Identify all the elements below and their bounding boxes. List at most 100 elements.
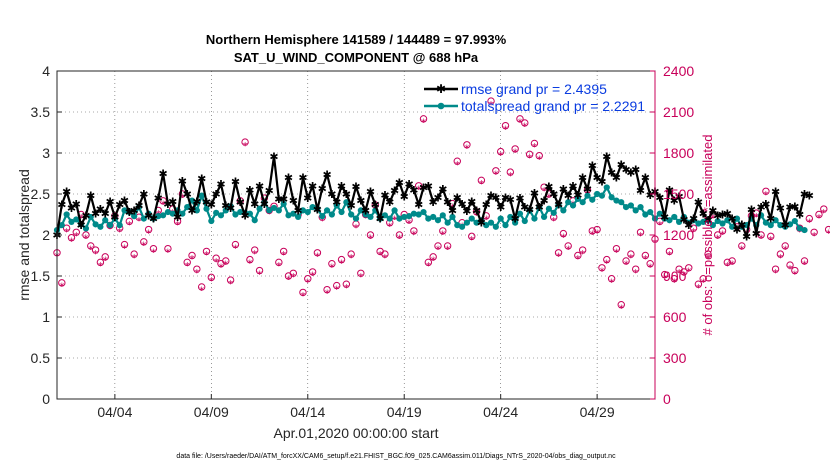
obs-possible-point bbox=[598, 264, 606, 272]
rmse-point: ✱ bbox=[404, 178, 413, 191]
obs-possible-point bbox=[337, 255, 346, 264]
obs-assimilated-point: * bbox=[513, 148, 518, 159]
rmse-point: ✱ bbox=[260, 198, 269, 211]
y-tick-label-left: 3 bbox=[42, 145, 50, 161]
rmse-point: ✱ bbox=[486, 190, 495, 203]
spread-point bbox=[516, 210, 524, 217]
rmse-point: ✱ bbox=[221, 199, 230, 212]
obs-possible-point bbox=[149, 244, 158, 253]
obs-assimilated-point: * bbox=[455, 160, 460, 171]
legend-rmse-marker: ✱ bbox=[436, 82, 446, 96]
obs-possible-point bbox=[140, 238, 148, 246]
rmse-point: ✱ bbox=[477, 217, 486, 230]
obs-possible-point bbox=[101, 253, 109, 261]
rmse-point: ✱ bbox=[462, 205, 471, 218]
rmse-point: ✱ bbox=[568, 180, 577, 193]
rmse-point: ✱ bbox=[708, 204, 717, 217]
obs-possible-point bbox=[728, 257, 736, 265]
obs-assimilated-point: * bbox=[561, 232, 566, 243]
spread-point bbox=[656, 210, 663, 217]
obs-assimilated-point: * bbox=[344, 283, 349, 294]
rmse-point: ✱ bbox=[183, 188, 192, 201]
grid bbox=[57, 71, 655, 399]
obs-assimilated-point: * bbox=[797, 227, 802, 238]
obs-possible-point bbox=[501, 121, 510, 130]
spread-point bbox=[671, 213, 678, 221]
spread-point bbox=[545, 205, 553, 212]
obs-possible-point bbox=[207, 273, 216, 282]
obs-possible-point bbox=[564, 242, 572, 250]
rmse-point: ✱ bbox=[173, 211, 182, 224]
obs-possible-point bbox=[699, 275, 707, 283]
obs-assimilated-point: * bbox=[802, 260, 807, 271]
rmse-point: ✱ bbox=[525, 204, 534, 217]
obs-assimilated-point: * bbox=[421, 118, 426, 129]
spread-point bbox=[642, 211, 649, 218]
obs-possible-point bbox=[231, 240, 240, 249]
obs-assimilated-point: * bbox=[286, 275, 291, 286]
rmse-point: ✱ bbox=[467, 195, 476, 208]
rmse-point: ✱ bbox=[207, 199, 216, 212]
obs-assimilated-point: * bbox=[614, 247, 619, 258]
obs-possible-point bbox=[694, 280, 703, 288]
rmse-point: ✱ bbox=[298, 172, 307, 185]
rmse-point: ✱ bbox=[380, 189, 389, 202]
spread-point bbox=[256, 205, 263, 212]
obs-assimilated-point: * bbox=[725, 261, 730, 272]
spread-point bbox=[632, 207, 639, 214]
rmse-point: ✱ bbox=[187, 204, 196, 217]
rmse-point: ✱ bbox=[578, 172, 587, 185]
rmse-point: ✱ bbox=[236, 196, 245, 209]
obs-assimilated-point: * bbox=[281, 250, 286, 261]
spread-point bbox=[767, 222, 774, 229]
spread-point bbox=[714, 217, 721, 225]
obs-assimilated-point: * bbox=[657, 220, 662, 231]
spread-point bbox=[246, 210, 254, 217]
obs-assimilated-point: * bbox=[329, 262, 334, 273]
obs-assimilated-point: * bbox=[252, 249, 257, 260]
obs-assimilated-point: * bbox=[175, 220, 180, 231]
spread-point bbox=[762, 219, 770, 226]
obs-assimilated-point: * bbox=[469, 235, 474, 246]
ticks: 0 0.5 1 1.5 2 2.5 3 3.5 4 0 300 600 900 1200 1500 1800 2… bbox=[31, 63, 695, 420]
rmse-point: ✱ bbox=[91, 208, 100, 221]
y-tick-label-right: 600 bbox=[663, 309, 687, 325]
spread-point bbox=[647, 208, 654, 216]
obs-assimilated-point: * bbox=[411, 230, 416, 241]
obs-possible-point bbox=[824, 225, 830, 234]
spread-point bbox=[531, 215, 538, 222]
obs-assimilated-point: * bbox=[696, 283, 701, 294]
spread-point bbox=[507, 213, 514, 221]
spread-point bbox=[352, 215, 360, 222]
rmse-point: ✱ bbox=[347, 199, 356, 212]
rmse-point: ✱ bbox=[539, 195, 548, 208]
rmse-point: ✱ bbox=[216, 178, 225, 191]
rmse-point: ✱ bbox=[491, 191, 500, 204]
obs-assimilated-point: * bbox=[788, 264, 793, 275]
obs-possible-point bbox=[632, 265, 640, 273]
legend-rmse-label: rmse grand pr = 2.4395 bbox=[461, 81, 607, 97]
rmse-point: ✱ bbox=[168, 195, 177, 208]
spread-point bbox=[733, 215, 741, 222]
spread-point bbox=[251, 217, 258, 224]
spread-point bbox=[598, 192, 606, 199]
obs-assimilated-point: * bbox=[816, 213, 821, 224]
spread-point bbox=[367, 213, 374, 221]
spread-point bbox=[724, 217, 731, 224]
rmse-point: ✱ bbox=[679, 213, 688, 226]
obs-assimilated-point: * bbox=[739, 245, 744, 256]
spread-point bbox=[222, 207, 229, 214]
obs-possible-point bbox=[159, 197, 167, 205]
obs-assimilated-point: * bbox=[686, 267, 691, 278]
rmse-point: ✱ bbox=[289, 195, 298, 208]
obs-possible-point bbox=[173, 217, 182, 226]
obs-assimilated-point: * bbox=[185, 261, 190, 272]
obs-possible-point bbox=[559, 229, 568, 238]
obs-assimilated-point: * bbox=[74, 231, 79, 242]
y-axis-label-right: # of obs: o=possible; *=assimilated bbox=[700, 135, 715, 336]
obs-possible-point bbox=[492, 167, 500, 175]
obs-assimilated-point: * bbox=[619, 303, 624, 314]
rmse-line bbox=[55, 155, 810, 238]
obs-assimilated-point: * bbox=[165, 247, 170, 258]
